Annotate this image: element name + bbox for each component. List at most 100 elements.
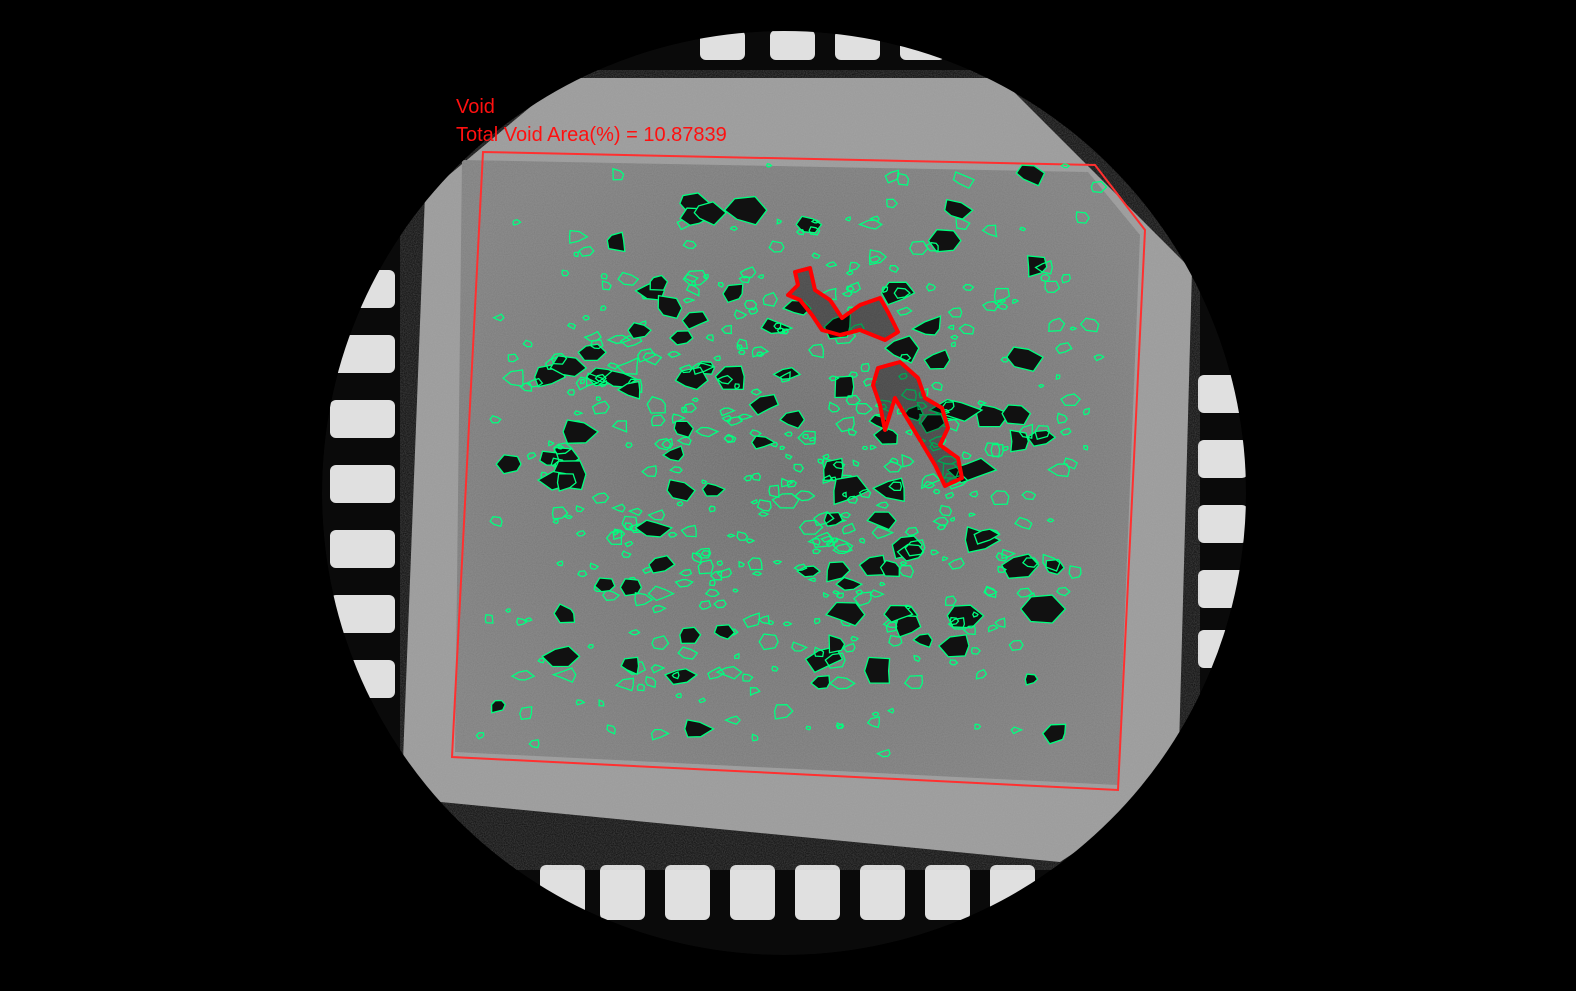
pin	[665, 865, 710, 920]
void-outline	[1056, 412, 1068, 425]
largest-void-outline	[786, 266, 964, 488]
void-outline	[495, 454, 522, 475]
void-outline	[702, 273, 709, 279]
void-outline	[994, 617, 1006, 629]
void-outline	[824, 601, 866, 627]
void-outline	[681, 311, 710, 331]
void-outline	[617, 271, 640, 286]
void-outline	[691, 397, 699, 403]
void-outline	[910, 315, 942, 336]
pin	[730, 865, 775, 920]
void-outline	[871, 477, 905, 503]
void-outline	[580, 378, 586, 385]
void-outline	[898, 372, 908, 381]
void-outline	[812, 548, 822, 555]
void-outline	[1046, 518, 1055, 523]
void-outline	[1034, 260, 1053, 275]
void-outline	[598, 699, 605, 707]
void-outline	[575, 530, 586, 537]
pin	[700, 31, 745, 60]
pin	[1198, 440, 1246, 478]
void-outline	[942, 556, 949, 562]
void-outline	[1082, 407, 1090, 416]
void-outline	[1001, 404, 1032, 426]
void-outline	[556, 560, 564, 567]
void-outline	[813, 646, 825, 658]
pin	[330, 595, 395, 633]
void-outline	[813, 618, 821, 625]
void-outline	[807, 577, 817, 583]
void-outline	[772, 559, 783, 565]
void-outline	[748, 307, 759, 315]
void-outline	[667, 351, 682, 359]
void-outline	[779, 409, 806, 429]
void-outline	[762, 291, 778, 307]
void-outline	[757, 511, 770, 517]
void-outline	[993, 287, 1011, 305]
void-outline	[647, 585, 675, 602]
void-outline	[750, 388, 763, 396]
void-outline	[489, 415, 502, 424]
void-outline	[862, 378, 878, 387]
void-outline	[1001, 548, 1017, 560]
void-outline	[733, 309, 748, 320]
void-outline	[654, 437, 672, 451]
void-outline	[743, 299, 758, 311]
void-outline	[484, 613, 494, 624]
void-outline	[695, 426, 720, 438]
void-outline	[582, 314, 590, 321]
void-outline	[1019, 594, 1067, 624]
void-outline	[947, 617, 966, 630]
void-outline	[716, 560, 724, 567]
void-outline	[947, 557, 965, 570]
void-outline	[708, 505, 716, 513]
void-outline	[705, 334, 714, 342]
void-outline	[808, 436, 817, 442]
void-outline	[619, 578, 643, 597]
void-outline	[657, 294, 683, 320]
void-outline	[627, 321, 652, 340]
void-outline	[723, 435, 735, 443]
void-outline	[925, 282, 937, 292]
void-outline	[883, 604, 914, 623]
void-outline	[634, 592, 654, 607]
void-outline	[995, 552, 1009, 562]
void-outline	[981, 224, 998, 238]
void-outline	[575, 699, 586, 706]
void-outline	[958, 323, 975, 335]
void-outline	[664, 668, 699, 686]
void-outline	[1042, 553, 1061, 572]
void-outline	[734, 383, 740, 390]
void-outline	[724, 715, 741, 725]
void-outline	[990, 490, 1010, 506]
void-outline	[712, 355, 721, 361]
void-outline	[866, 511, 897, 531]
void-outline	[832, 461, 846, 470]
void-outline	[674, 578, 695, 588]
void-outline	[748, 393, 780, 416]
void-outline	[692, 362, 716, 376]
void-outline	[1034, 425, 1051, 440]
void-outline	[715, 665, 743, 680]
void-outline	[773, 704, 794, 720]
void-outline	[845, 394, 862, 406]
void-outline	[871, 711, 880, 717]
void-outline	[901, 453, 915, 468]
void-outline	[846, 281, 862, 293]
void-outline	[983, 585, 997, 599]
void-outline	[839, 511, 852, 519]
void-outline	[528, 739, 540, 749]
void-outline	[691, 552, 703, 564]
void-outline	[829, 476, 837, 482]
void-outline	[680, 524, 697, 538]
void-outline	[721, 414, 732, 423]
void-outline	[1015, 164, 1046, 187]
void-outline	[947, 324, 955, 331]
void-outline	[561, 269, 570, 277]
void-outline	[573, 410, 584, 416]
void-outline	[522, 339, 533, 348]
void-outline	[832, 537, 854, 553]
void-outline	[968, 490, 979, 498]
void-outline	[573, 251, 580, 258]
void-outline	[779, 371, 791, 383]
